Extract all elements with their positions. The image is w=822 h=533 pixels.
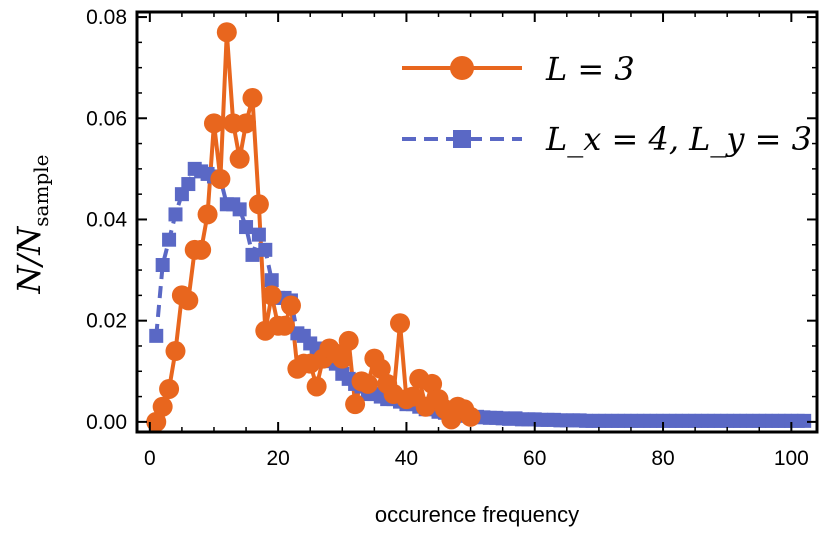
y-tick-label: 0.02 (86, 310, 127, 333)
data-point-circle (261, 285, 282, 306)
legend-marker-circle (450, 56, 474, 80)
data-point-circle (248, 194, 269, 215)
x-tick-label: 0 (144, 447, 156, 470)
data-point-circle (152, 396, 173, 417)
legend-item-rect: L_x = 4, L_y = 3 (402, 120, 812, 158)
data-point-square (162, 232, 177, 247)
y-tick-label: 0.08 (86, 6, 127, 29)
data-point-circle (159, 378, 180, 399)
legend: L = 3 L_x = 4, L_y = 3 (402, 50, 812, 158)
data-point-circle (191, 239, 212, 260)
data-point-circle (216, 22, 237, 43)
data-point-circle (338, 330, 359, 351)
data-point-circle (236, 113, 257, 134)
x-tick-label: 20 (266, 447, 289, 470)
data-point-circle (229, 148, 250, 169)
x-tick-label: 80 (651, 447, 674, 470)
data-point-square (245, 247, 260, 262)
data-point-circle (242, 88, 263, 109)
svg-text:N/Nsample: N/Nsample (10, 155, 53, 295)
data-point-circle (197, 204, 218, 225)
data-point-circle (370, 358, 391, 379)
x-axis-label: occurence frequency (375, 502, 579, 527)
data-point-circle (274, 315, 295, 336)
y-tick-label: 0.06 (86, 107, 127, 130)
y-axis-label: N/Nsample (10, 155, 53, 295)
data-point-square (232, 202, 247, 217)
x-axis-ticks: 0 20 40 60 80 100 (144, 12, 809, 470)
data-point-circle (390, 313, 411, 334)
data-point-square (797, 413, 812, 428)
data-point-square (181, 177, 196, 192)
data-point-circle (332, 348, 353, 369)
data-point-circle (146, 411, 167, 432)
data-point-square (264, 273, 279, 288)
legend-label-lsq: L = 3 (545, 50, 635, 88)
data-point-square (149, 328, 164, 343)
data-point-circle (210, 168, 231, 189)
data-point-square (155, 258, 170, 273)
data-point-square (251, 227, 266, 242)
data-point-square (168, 207, 183, 222)
legend-label-rect: L_x = 4, L_y = 3 (545, 120, 812, 158)
y-tick-label: 0.04 (86, 208, 127, 231)
y-axis-label-main: N/N (10, 226, 48, 295)
data-point-circle (306, 376, 327, 397)
data-point-circle (203, 113, 224, 134)
data-point-circle (165, 341, 186, 362)
x-tick-label: 100 (774, 447, 809, 470)
plot-area (146, 22, 812, 432)
plot-frame (135, 10, 819, 434)
legend-marker-square (453, 130, 471, 148)
y-tick-label: 0.00 (86, 411, 127, 434)
data-point-circle (357, 373, 378, 394)
series-rect-points (149, 161, 812, 428)
data-point-square (258, 242, 273, 257)
data-point-circle (345, 394, 366, 415)
data-point-square (239, 220, 254, 235)
data-point-circle (178, 290, 199, 311)
x-tick-label: 60 (523, 447, 546, 470)
series-lsq-points (146, 22, 481, 432)
data-point-circle (460, 406, 481, 427)
legend-item-lsq: L = 3 (402, 50, 635, 88)
data-point-circle (422, 373, 443, 394)
x-tick-label: 40 (395, 447, 418, 470)
y-axis-ticks: 0.00 0.02 0.04 0.06 0.08 (86, 6, 817, 434)
y-axis-label-sub: sample (29, 155, 53, 227)
data-point-circle (280, 295, 301, 316)
